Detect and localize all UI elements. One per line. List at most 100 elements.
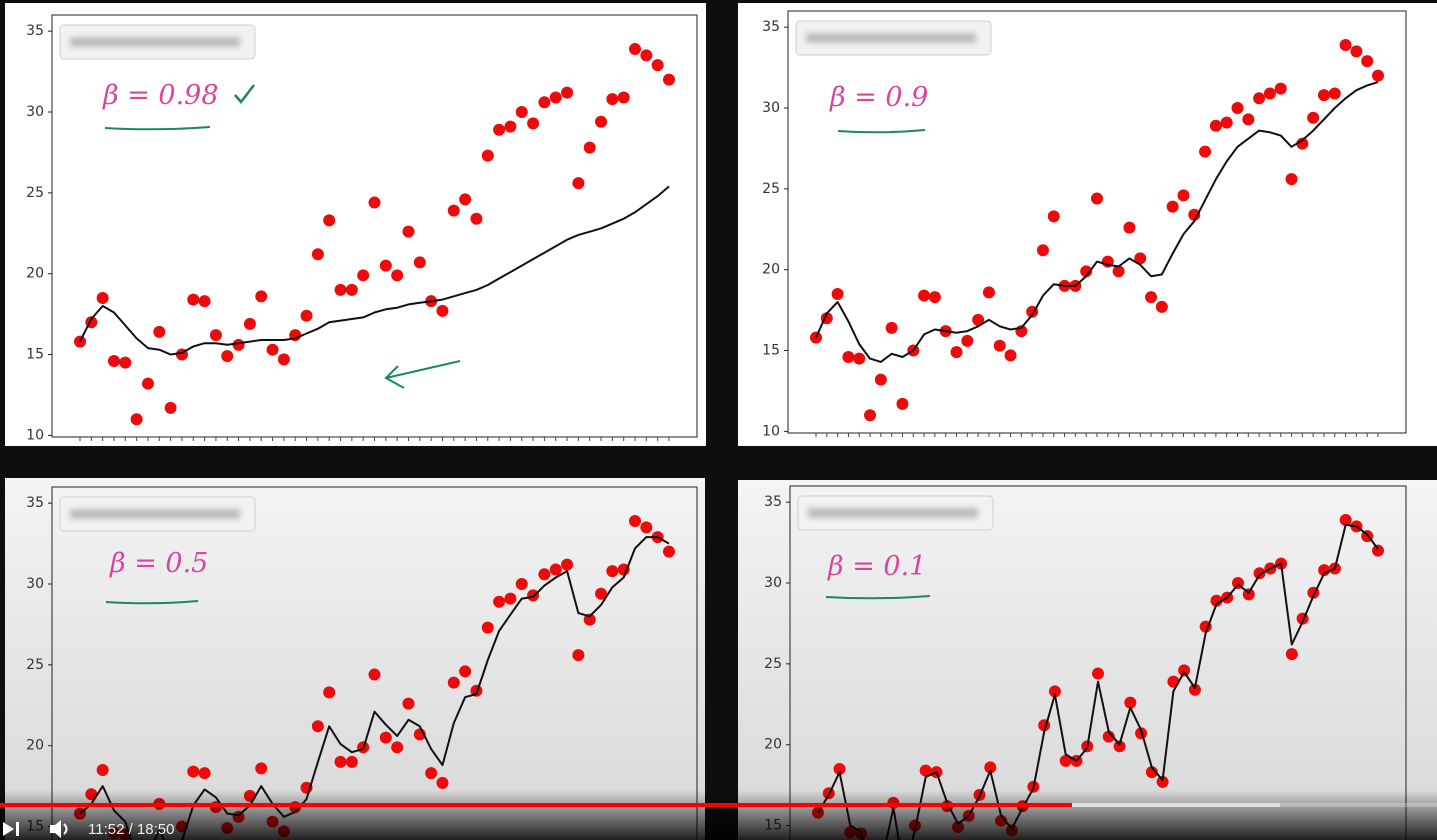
- data-point: [504, 592, 517, 605]
- annotation-underline: [105, 600, 199, 605]
- next-button[interactable]: [3, 822, 19, 836]
- panel-background: [738, 3, 1437, 446]
- data-point: [606, 93, 619, 106]
- data-point: [549, 563, 562, 576]
- progress-bar: [0, 803, 1072, 807]
- data-point: [629, 42, 642, 55]
- data-point: [1156, 775, 1169, 788]
- data-point: [1178, 664, 1191, 677]
- data-point: [538, 568, 551, 581]
- data-point: [391, 269, 404, 282]
- data-point: [1361, 55, 1374, 68]
- data-point: [1112, 265, 1125, 278]
- y-tick-label: 25: [26, 185, 44, 201]
- data-point: [1263, 87, 1276, 100]
- data-point: [459, 193, 472, 206]
- data-point: [561, 86, 574, 99]
- data-point: [391, 741, 404, 754]
- data-point: [141, 377, 154, 390]
- annotation-underline: [837, 129, 926, 134]
- data-point: [950, 346, 963, 359]
- data-point: [1102, 730, 1115, 743]
- data-point: [1080, 265, 1093, 278]
- data-point: [572, 649, 585, 662]
- data-point: [972, 313, 985, 326]
- data-point: [345, 283, 358, 296]
- data-point: [334, 283, 347, 296]
- data-point: [583, 613, 596, 626]
- data-point: [1113, 740, 1126, 753]
- data-point: [255, 290, 268, 303]
- volume-button[interactable]: [50, 820, 68, 838]
- y-tick-label: 35: [26, 495, 44, 511]
- data-point: [311, 720, 324, 733]
- data-point: [1296, 137, 1309, 150]
- data-point: [1285, 173, 1298, 186]
- smoothed-line: [79, 185, 670, 356]
- data-point: [663, 73, 675, 86]
- data-point: [1253, 92, 1266, 105]
- next-icon: [3, 822, 14, 836]
- data-point: [300, 309, 313, 322]
- data-point: [1317, 89, 1330, 102]
- controls-shade: [0, 790, 1437, 840]
- y-tick-label: 25: [764, 656, 782, 672]
- data-point: [918, 289, 931, 302]
- y-tick-label: 25: [26, 657, 44, 673]
- y-tick-label: 30: [764, 575, 782, 591]
- data-point: [527, 589, 540, 602]
- data-point: [1047, 210, 1060, 223]
- data-point: [436, 776, 449, 789]
- data-point: [961, 334, 974, 347]
- data-point: [481, 149, 494, 162]
- data-point: [107, 355, 120, 368]
- plot-frame: [789, 485, 1407, 840]
- data-point: [470, 212, 483, 225]
- data-point: [1231, 102, 1244, 115]
- y-tick-label: 35: [26, 23, 44, 39]
- data-point: [323, 214, 336, 227]
- data-point: [1209, 119, 1222, 132]
- data-point: [515, 106, 528, 119]
- data-point: [606, 565, 619, 578]
- data-point: [357, 269, 370, 282]
- data-point: [334, 755, 347, 768]
- data-point: [221, 350, 234, 363]
- data-point: [164, 401, 177, 414]
- data-point: [187, 765, 200, 778]
- y-tick-label: 25: [762, 181, 780, 197]
- data-point: [810, 331, 822, 344]
- check-mark: [234, 84, 255, 104]
- y-tick-label: 30: [26, 104, 44, 120]
- data-point: [640, 49, 653, 62]
- legend-smear: [806, 33, 976, 43]
- data-point: [651, 59, 664, 72]
- data-point: [629, 514, 642, 527]
- data-point: [853, 352, 866, 365]
- beta-annotation: β = 0.98: [102, 80, 219, 111]
- data-point: [74, 335, 86, 348]
- data-point: [1091, 192, 1103, 205]
- data-point: [96, 763, 109, 776]
- volume-icon: [50, 820, 61, 838]
- data-point: [209, 329, 222, 342]
- data-point: [617, 91, 630, 104]
- data-point: [1036, 244, 1049, 257]
- data-point: [1188, 683, 1201, 696]
- data-point: [1210, 594, 1223, 607]
- data-point: [243, 317, 256, 330]
- panel-background: [5, 478, 705, 840]
- data-point: [1123, 221, 1136, 234]
- data-point: [504, 120, 517, 133]
- data-point: [595, 115, 608, 128]
- data-point: [595, 587, 608, 600]
- data-point: [896, 397, 909, 410]
- data-point: [1372, 69, 1384, 82]
- y-tick-label: 35: [762, 19, 780, 35]
- plot-frame: [51, 486, 698, 840]
- data-point: [864, 409, 877, 422]
- beta-annotation: β = 0.1: [827, 551, 926, 582]
